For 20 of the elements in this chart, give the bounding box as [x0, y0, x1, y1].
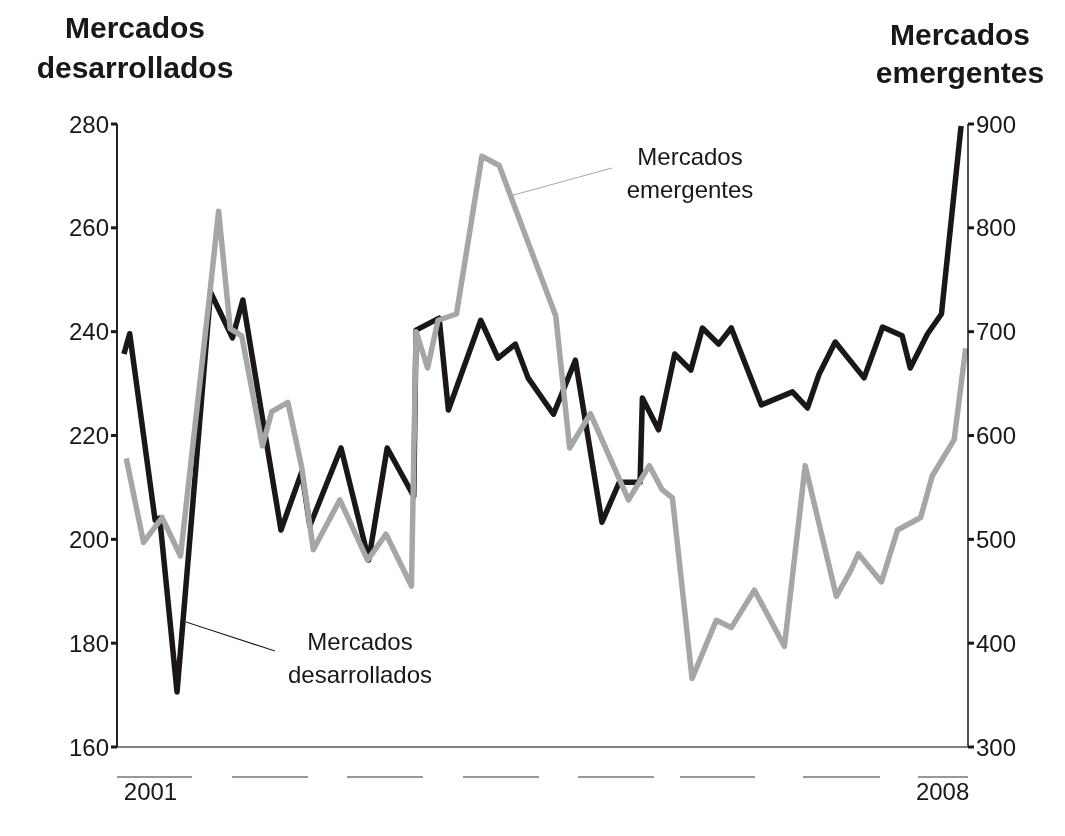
y-tick-label: 160 [68, 733, 109, 761]
y-tick-label: 260 [68, 214, 109, 242]
y2-tick-label: 900 [976, 110, 1017, 138]
y2-axis-title: Mercados emergentes [875, 18, 1045, 89]
y-tick-label: 220 [68, 422, 109, 450]
y-tick-label: 180 [68, 629, 109, 657]
y-tick-label: 240 [68, 318, 109, 346]
y-axis-title: Mercados desarrollados [36, 11, 234, 84]
y2-tick-label: 300 [976, 733, 1017, 761]
y2-tick-label: 800 [976, 214, 1017, 242]
y2-tick-label: 700 [976, 318, 1017, 346]
x-tick-label: 2008 [915, 778, 970, 805]
x-tick-label: 2001 [123, 778, 178, 805]
y2-tick-label: 400 [976, 629, 1017, 657]
legend-label: Mercados emergentes [626, 143, 754, 203]
y-tick-label: 280 [68, 110, 109, 138]
legend-label: Mercados desarrollados [287, 628, 433, 688]
y-tick-label: 200 [68, 525, 109, 553]
y2-tick-label: 600 [976, 422, 1017, 450]
y2-tick-label: 500 [976, 525, 1017, 553]
